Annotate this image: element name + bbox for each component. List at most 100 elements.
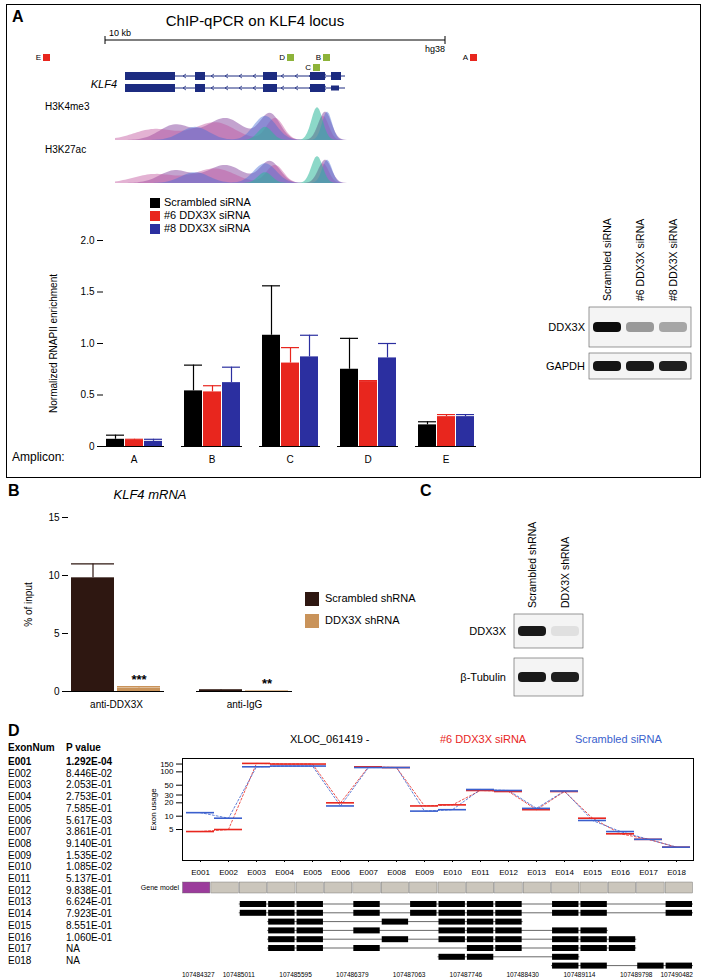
svg-text:***: *** <box>131 672 147 687</box>
svg-text:DDX3X shRNA: DDX3X shRNA <box>559 537 571 608</box>
svg-text:ChIP-qPCR on KLF4 locus: ChIP-qPCR on KLF4 locus <box>166 12 344 29</box>
svg-text:107485011: 107485011 <box>223 971 255 978</box>
svg-text:E014: E014 <box>555 868 574 877</box>
html-text:#6 DDX3X siRNA: #6 DDX3X siRNA <box>164 209 251 221</box>
svg-text:anti-DDX3X: anti-DDX3X <box>90 699 143 710</box>
svg-text:KLF4: KLF4 <box>91 78 117 90</box>
svg-text:1.5: 1.5 <box>81 286 95 297</box>
svg-text:107489114: 107489114 <box>563 971 595 978</box>
svg-text:**: ** <box>262 676 273 691</box>
svg-text:E007: E007 <box>359 868 378 877</box>
svg-text:107487063: 107487063 <box>393 971 426 978</box>
html-text:E006: E006 <box>8 814 32 826</box>
html-text:2.753E-01: 2.753E-01 <box>66 791 113 803</box>
svg-text:anti-IgG: anti-IgG <box>227 699 263 710</box>
html-text:Amplicon:: Amplicon: <box>12 450 65 464</box>
svg-text:10: 10 <box>48 570 60 581</box>
svg-text:H3K27ac: H3K27ac <box>45 144 86 155</box>
html-text:A: A <box>12 8 24 25</box>
svg-text:E016: E016 <box>611 868 630 877</box>
svg-text:Scrambled siRNA: Scrambled siRNA <box>601 218 613 301</box>
svg-text:107488430: 107488430 <box>506 971 539 978</box>
svg-text:E018: E018 <box>667 868 686 877</box>
svg-text:#8 DDX3X siRNA: #8 DDX3X siRNA <box>667 219 679 301</box>
svg-text:2.0: 2.0 <box>81 235 95 246</box>
svg-text:5: 5 <box>54 628 60 639</box>
svg-text:5: 5 <box>169 825 174 834</box>
svg-text:E002: E002 <box>219 868 238 877</box>
html-text:#8 DDX3X siRNA: #8 DDX3X siRNA <box>164 222 251 234</box>
html-text:2.053E-01: 2.053E-01 <box>66 779 113 791</box>
svg-text:10 kb: 10 kb <box>109 28 131 38</box>
svg-text:E012: E012 <box>499 868 518 877</box>
svg-text:E001: E001 <box>191 868 210 877</box>
svg-text:DDX3X: DDX3X <box>469 625 506 637</box>
svg-text:B: B <box>316 53 321 62</box>
svg-text:10: 10 <box>165 812 174 821</box>
svg-text:E004: E004 <box>275 868 294 877</box>
svg-text:C: C <box>305 63 311 72</box>
svg-text:107486379: 107486379 <box>336 971 369 978</box>
svg-text:#6 DDX3X siRNA: #6 DDX3X siRNA <box>634 219 646 301</box>
svg-text:1.0: 1.0 <box>81 338 95 349</box>
svg-text:hg38: hg38 <box>425 44 445 54</box>
svg-text:0: 0 <box>89 441 95 452</box>
svg-text:GAPDH: GAPDH <box>546 360 585 372</box>
html-text:7.585E-01: 7.585E-01 <box>66 802 113 814</box>
svg-text:E006: E006 <box>331 868 350 877</box>
svg-text:E017: E017 <box>639 868 658 877</box>
svg-text:15: 15 <box>48 512 60 523</box>
html-text:E005: E005 <box>8 802 32 814</box>
svg-text:E011: E011 <box>471 868 490 877</box>
html-text:KLF4 mRNA: KLF4 mRNA <box>113 487 187 502</box>
svg-text:DDX3X: DDX3X <box>548 321 585 333</box>
html-text:B: B <box>8 482 20 499</box>
svg-text:D: D <box>364 454 371 465</box>
html-text:3.861E-01: 3.861E-01 <box>66 826 113 838</box>
svg-text:E015: E015 <box>583 868 602 877</box>
html-text:Scrambled shRNA: Scrambled shRNA <box>325 592 416 604</box>
html-text:5.617E-03: 5.617E-03 <box>66 814 113 826</box>
html-text:Scrambled siRNA: Scrambled siRNA <box>164 196 251 208</box>
svg-text:Normalized RNAPII enrichment: Normalized RNAPII enrichment <box>48 274 59 413</box>
svg-text:150: 150 <box>160 760 174 769</box>
svg-text:E: E <box>443 454 450 465</box>
svg-text:Scrambled shRNA: Scrambled shRNA <box>526 522 538 608</box>
html-text:DDX3X shRNA: DDX3X shRNA <box>325 614 400 626</box>
svg-text:107490482: 107490482 <box>660 971 693 978</box>
html-text:E007: E007 <box>8 826 32 838</box>
html-text:E004: E004 <box>8 791 32 803</box>
svg-text:0: 0 <box>54 686 60 697</box>
svg-text:β-Tubulin: β-Tubulin <box>460 671 506 683</box>
html-text:E003: E003 <box>8 779 32 791</box>
svg-text:E005: E005 <box>303 868 322 877</box>
svg-text:B: B <box>209 454 216 465</box>
svg-text:100: 100 <box>160 767 174 776</box>
svg-text:Gene model: Gene model <box>141 884 180 891</box>
svg-text:Exon usage: Exon usage <box>149 788 158 831</box>
svg-text:107485595: 107485595 <box>279 971 312 978</box>
svg-text:C: C <box>286 454 293 465</box>
svg-text:A: A <box>131 454 138 465</box>
svg-text:E010: E010 <box>443 868 462 877</box>
svg-text:E009: E009 <box>415 868 434 877</box>
svg-text:E: E <box>36 53 41 62</box>
svg-text:A: A <box>463 53 469 62</box>
html-text:E002: E002 <box>8 767 32 779</box>
svg-text:50: 50 <box>165 781 174 790</box>
svg-text:D: D <box>279 53 285 62</box>
html-text:D: D <box>8 722 20 739</box>
svg-text:30: 30 <box>165 791 174 800</box>
svg-text:E008: E008 <box>387 868 406 877</box>
svg-text:107489798: 107489798 <box>620 971 653 978</box>
html-text:C: C <box>420 482 432 499</box>
svg-text:% of input: % of input <box>23 582 34 627</box>
html-text:8.446E-02: 8.446E-02 <box>66 767 113 779</box>
svg-text:H3K4me3: H3K4me3 <box>45 101 90 112</box>
svg-text:20: 20 <box>165 798 174 807</box>
svg-text:E003: E003 <box>247 868 266 877</box>
svg-text:107487746: 107487746 <box>450 971 483 978</box>
svg-text:0.5: 0.5 <box>81 389 95 400</box>
svg-text:E013: E013 <box>527 868 546 877</box>
svg-text:107484327: 107484327 <box>182 971 215 978</box>
